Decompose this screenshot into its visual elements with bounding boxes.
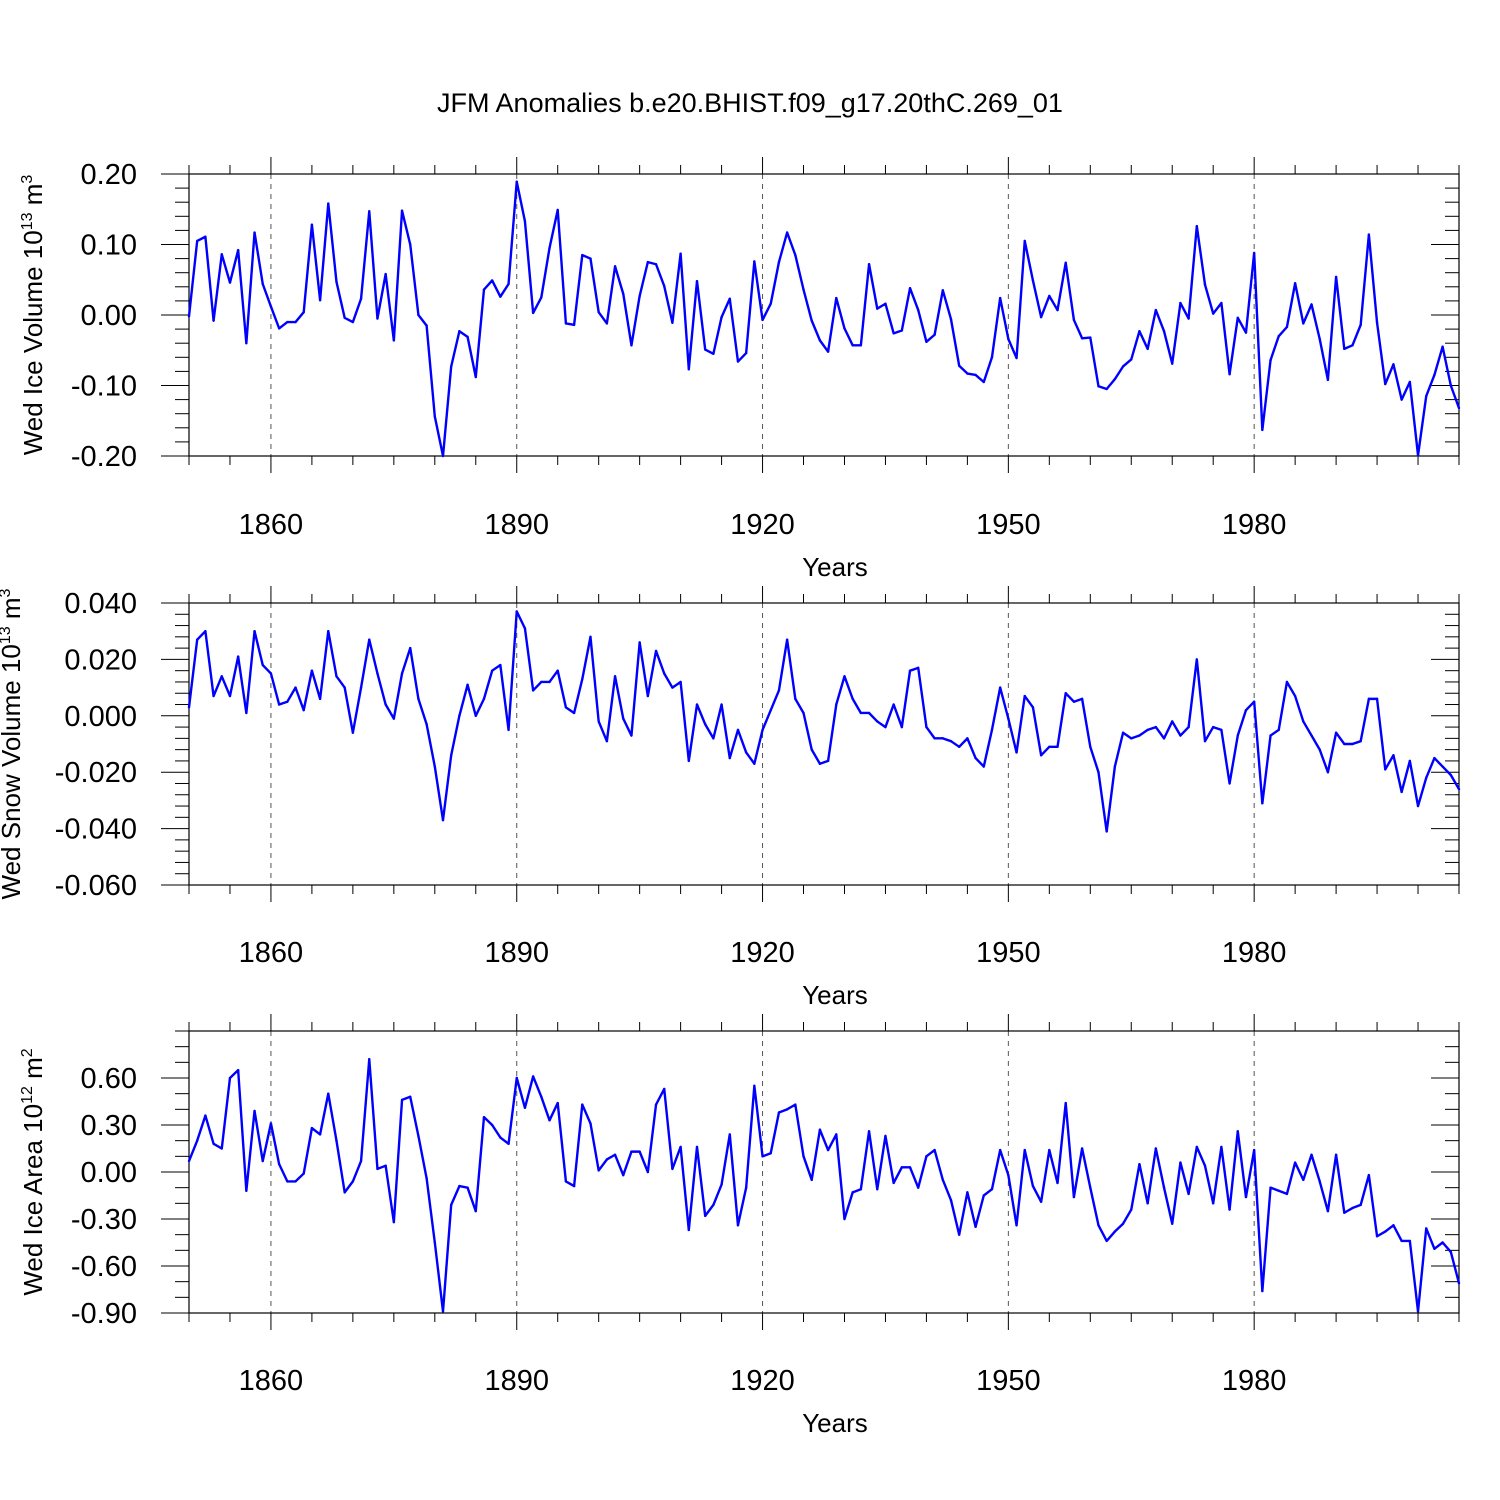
x-tick-label: 1920 <box>730 1365 795 1397</box>
x-tick-label: 1890 <box>484 937 549 969</box>
x-tick-label: 1920 <box>730 937 795 969</box>
y-axis-label-unit-sup: 3 <box>0 588 14 597</box>
x-tick-label: 1860 <box>239 1365 304 1397</box>
y-tick-label: -0.10 <box>71 371 137 403</box>
y-axis-label-unit-sup: 2 <box>19 1048 36 1057</box>
x-tick-label: 1860 <box>239 509 304 541</box>
x-axis-label: Years <box>802 552 868 582</box>
y-tick-label: -0.90 <box>71 1298 137 1330</box>
y-axis-label-text: Wed Snow Volume 10 <box>0 644 26 899</box>
y-axis-label-unit: m <box>0 597 26 626</box>
x-tick-label: 1980 <box>1222 509 1287 541</box>
x-axis-label: Years <box>802 980 868 1010</box>
y-axis-label: Wed Snow Volume 1013 m3 <box>0 588 26 899</box>
panels: -0.20 -0.10 0.00 0.10 0.20 1860 1890 1920 1950 19… <box>0 157 1461 1438</box>
y-axis-label: Wed Ice Volume 1013 m3 <box>18 175 48 456</box>
y-tick-label: -0.060 <box>55 870 137 902</box>
x-tick-label: 1980 <box>1222 1365 1287 1397</box>
x-tick-label: 1860 <box>239 937 304 969</box>
y-axis-label-unit: m <box>18 184 48 213</box>
y-axis-label-unit-sup: 3 <box>19 175 36 184</box>
y-tick-label: 0.020 <box>64 644 137 676</box>
panel-2: -0.060 -0.040 -0.020 0.000 0.020 0.040 1860 189… <box>0 586 1461 1010</box>
panel-1: -0.20 -0.10 0.00 0.10 0.20 1860 1890 1920 1950 19… <box>18 157 1461 582</box>
x-tick-label: 1950 <box>976 1365 1041 1397</box>
figure-title: JFM Anomalies b.e20.BHIST.f09_g17.20thC.… <box>437 88 1063 118</box>
y-axis-label-unit: m <box>18 1057 48 1086</box>
y-tick-label: -0.040 <box>55 814 137 846</box>
x-tick-label: 1890 <box>484 509 549 541</box>
series-line <box>187 1057 1461 1313</box>
y-axis-label-sup: 13 <box>19 212 36 230</box>
y-axis-label-text: Wed Ice Area 10 <box>18 1104 48 1296</box>
y-tick-label: -0.20 <box>71 441 137 473</box>
y-tick-label: 0.00 <box>81 1157 137 1189</box>
y-axis-label-sup: 13 <box>0 626 14 644</box>
y-tick-label: 0.20 <box>81 159 137 191</box>
series-line <box>187 610 1461 833</box>
x-tick-label: 1950 <box>976 937 1041 969</box>
plot-frame <box>188 602 1460 886</box>
y-tick-label: 0.30 <box>81 1110 137 1142</box>
series-line <box>187 180 1461 458</box>
y-tick-label: 0.040 <box>64 588 137 620</box>
y-tick-label: 0.00 <box>81 300 137 332</box>
y-tick-label: 0.10 <box>81 230 137 262</box>
x-tick-label: 1890 <box>484 1365 549 1397</box>
y-axis-label: Wed Ice Area 1012 m2 <box>18 1048 48 1295</box>
y-tick-label: 0.000 <box>64 701 137 733</box>
x-axis-label: Years <box>802 1408 868 1438</box>
y-tick-label: -0.30 <box>71 1204 137 1236</box>
y-tick-label: -0.60 <box>71 1251 137 1283</box>
x-tick-label: 1980 <box>1222 937 1287 969</box>
x-tick-label: 1920 <box>730 509 795 541</box>
x-tick-label: 1950 <box>976 509 1041 541</box>
y-tick-label: 0.60 <box>81 1063 137 1095</box>
y-tick-label: -0.020 <box>55 757 137 789</box>
panel-3: -0.90 -0.60 -0.30 0.00 0.30 0.60 1860 1890 1920 1… <box>18 1014 1461 1438</box>
y-axis-label-sup: 12 <box>19 1086 36 1104</box>
y-axis-label-text: Wed Ice Volume 10 <box>18 230 48 455</box>
